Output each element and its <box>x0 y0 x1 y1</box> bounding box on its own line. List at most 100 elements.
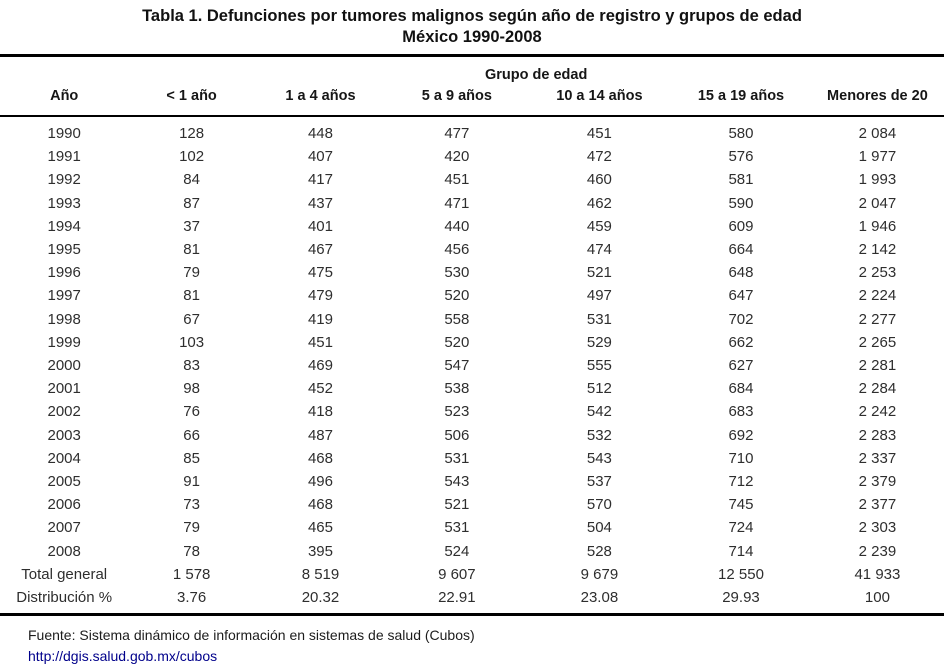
cell: 128 <box>179 125 205 142</box>
cell: 648 <box>728 264 754 282</box>
cell: 496 <box>307 473 333 491</box>
cell: 468 <box>307 449 333 467</box>
column-header-ano: Año <box>0 85 129 117</box>
cell: 78 <box>183 542 200 560</box>
cell: 684 <box>728 380 754 398</box>
cell: 83 <box>183 357 200 375</box>
cell: 1 977 <box>858 148 897 166</box>
cell: 475 <box>307 264 333 282</box>
cell: 576 <box>728 148 754 166</box>
cell: 531 <box>444 519 470 537</box>
cell: 590 <box>728 194 754 212</box>
cell: 531 <box>444 449 470 467</box>
cell: 102 <box>179 148 205 166</box>
cell: 523 <box>444 403 470 421</box>
cell: 84 <box>183 171 200 189</box>
cell: 468 <box>307 496 333 514</box>
cell: 3.76 <box>177 589 207 607</box>
cell: 512 <box>586 380 612 398</box>
row-label: 1991 <box>47 148 81 166</box>
group-header: Grupo de edad <box>485 67 588 83</box>
table-row-year: 2002 76 418 523 542 683 2 242 <box>0 400 944 423</box>
cell: 22.91 <box>438 589 476 607</box>
cell: 609 <box>728 217 754 235</box>
cell: 12 550 <box>718 565 764 583</box>
cell: 23.08 <box>580 589 619 607</box>
cell: 418 <box>307 403 333 421</box>
cell: 504 <box>586 519 612 537</box>
table-row-year: 1990 128 448 477 451 580 2 084 <box>0 116 944 145</box>
cell: 440 <box>444 217 470 235</box>
cell: 745 <box>728 496 754 514</box>
cell: 2 224 <box>858 287 897 305</box>
cell: 2 242 <box>858 403 897 421</box>
row-label: 2005 <box>47 473 81 491</box>
row-label: 1996 <box>47 264 81 282</box>
cell: 627 <box>728 357 754 375</box>
cell: 662 <box>728 333 754 351</box>
table-footer: Fuente: Sistema dinámico de información … <box>28 625 944 667</box>
cell: 520 <box>444 333 470 351</box>
cell: 2 283 <box>858 426 897 444</box>
cell: 2 142 <box>858 241 897 259</box>
cell: 8 519 <box>301 565 340 583</box>
cell: 41 933 <box>854 565 901 583</box>
table-row-year: 1997 81 479 520 497 647 2 224 <box>0 284 944 307</box>
cell: 542 <box>586 403 612 421</box>
cell: 459 <box>586 217 612 235</box>
cell: 467 <box>307 241 333 259</box>
cell: 37 <box>183 217 200 235</box>
cell: 683 <box>728 403 754 421</box>
cell: 479 <box>307 287 333 305</box>
cell: 506 <box>444 426 470 444</box>
cell: 2 379 <box>858 473 897 491</box>
table-title-line1: Tabla 1. Defunciones por tumores maligno… <box>142 7 802 25</box>
source-note: Fuente: Sistema dinámico de información … <box>28 627 475 644</box>
table-row-year: 2005 91 496 543 537 712 2 379 <box>0 470 944 493</box>
row-label: Distribución % <box>16 589 113 607</box>
cell: 529 <box>586 333 612 351</box>
cell: 73 <box>183 496 200 514</box>
group-header-spacer <box>0 56 128 86</box>
table-row-year: 2001 98 452 538 512 684 2 284 <box>0 377 944 400</box>
cell: 85 <box>183 449 200 467</box>
row-label: 1993 <box>47 194 81 212</box>
cell: 79 <box>183 519 200 537</box>
row-label: 2003 <box>47 426 81 444</box>
column-header-1a4: 1 a 4 años <box>254 85 387 117</box>
cell: 448 <box>307 125 333 142</box>
cell: 558 <box>444 310 470 328</box>
cell: 2 265 <box>858 333 897 351</box>
cell: 547 <box>444 357 470 375</box>
table-body: 1990 128 448 477 451 580 2 084 1991 102 407 420 472… <box>0 116 944 615</box>
defunciones-table: Grupo de edad Año < 1 año 1 a 4 años 5 a… <box>0 54 944 617</box>
cell: 555 <box>586 357 612 375</box>
cell: 9 679 <box>580 565 619 583</box>
row-label: 1999 <box>47 333 81 351</box>
cell: 2 303 <box>858 519 897 537</box>
cell: 401 <box>307 217 333 235</box>
table-row-year: 1996 79 475 530 521 648 2 253 <box>0 261 944 284</box>
row-label: 2000 <box>47 357 81 375</box>
cell: 702 <box>728 310 754 328</box>
cell: 66 <box>183 426 200 444</box>
cell: 531 <box>586 310 612 328</box>
source-link[interactable]: http://dgis.salud.gob.mx/cubos <box>28 648 218 665</box>
cell: 2 047 <box>858 194 897 212</box>
cell: 692 <box>728 426 754 444</box>
row-label: 1997 <box>47 287 81 305</box>
cell: 521 <box>586 264 612 282</box>
cell: 452 <box>307 380 333 398</box>
cell: 520 <box>444 287 470 305</box>
cell: 451 <box>307 333 333 351</box>
row-label: 1995 <box>47 241 81 259</box>
column-header-row: Año < 1 año 1 a 4 años 5 a 9 años 10 a 1… <box>0 85 944 117</box>
cell: 724 <box>728 519 754 537</box>
row-label: 1998 <box>47 310 81 328</box>
cell: 537 <box>586 473 612 491</box>
cell: 471 <box>444 194 470 212</box>
cell: 532 <box>586 426 612 444</box>
cell: 451 <box>586 125 612 142</box>
cell: 76 <box>183 403 200 421</box>
